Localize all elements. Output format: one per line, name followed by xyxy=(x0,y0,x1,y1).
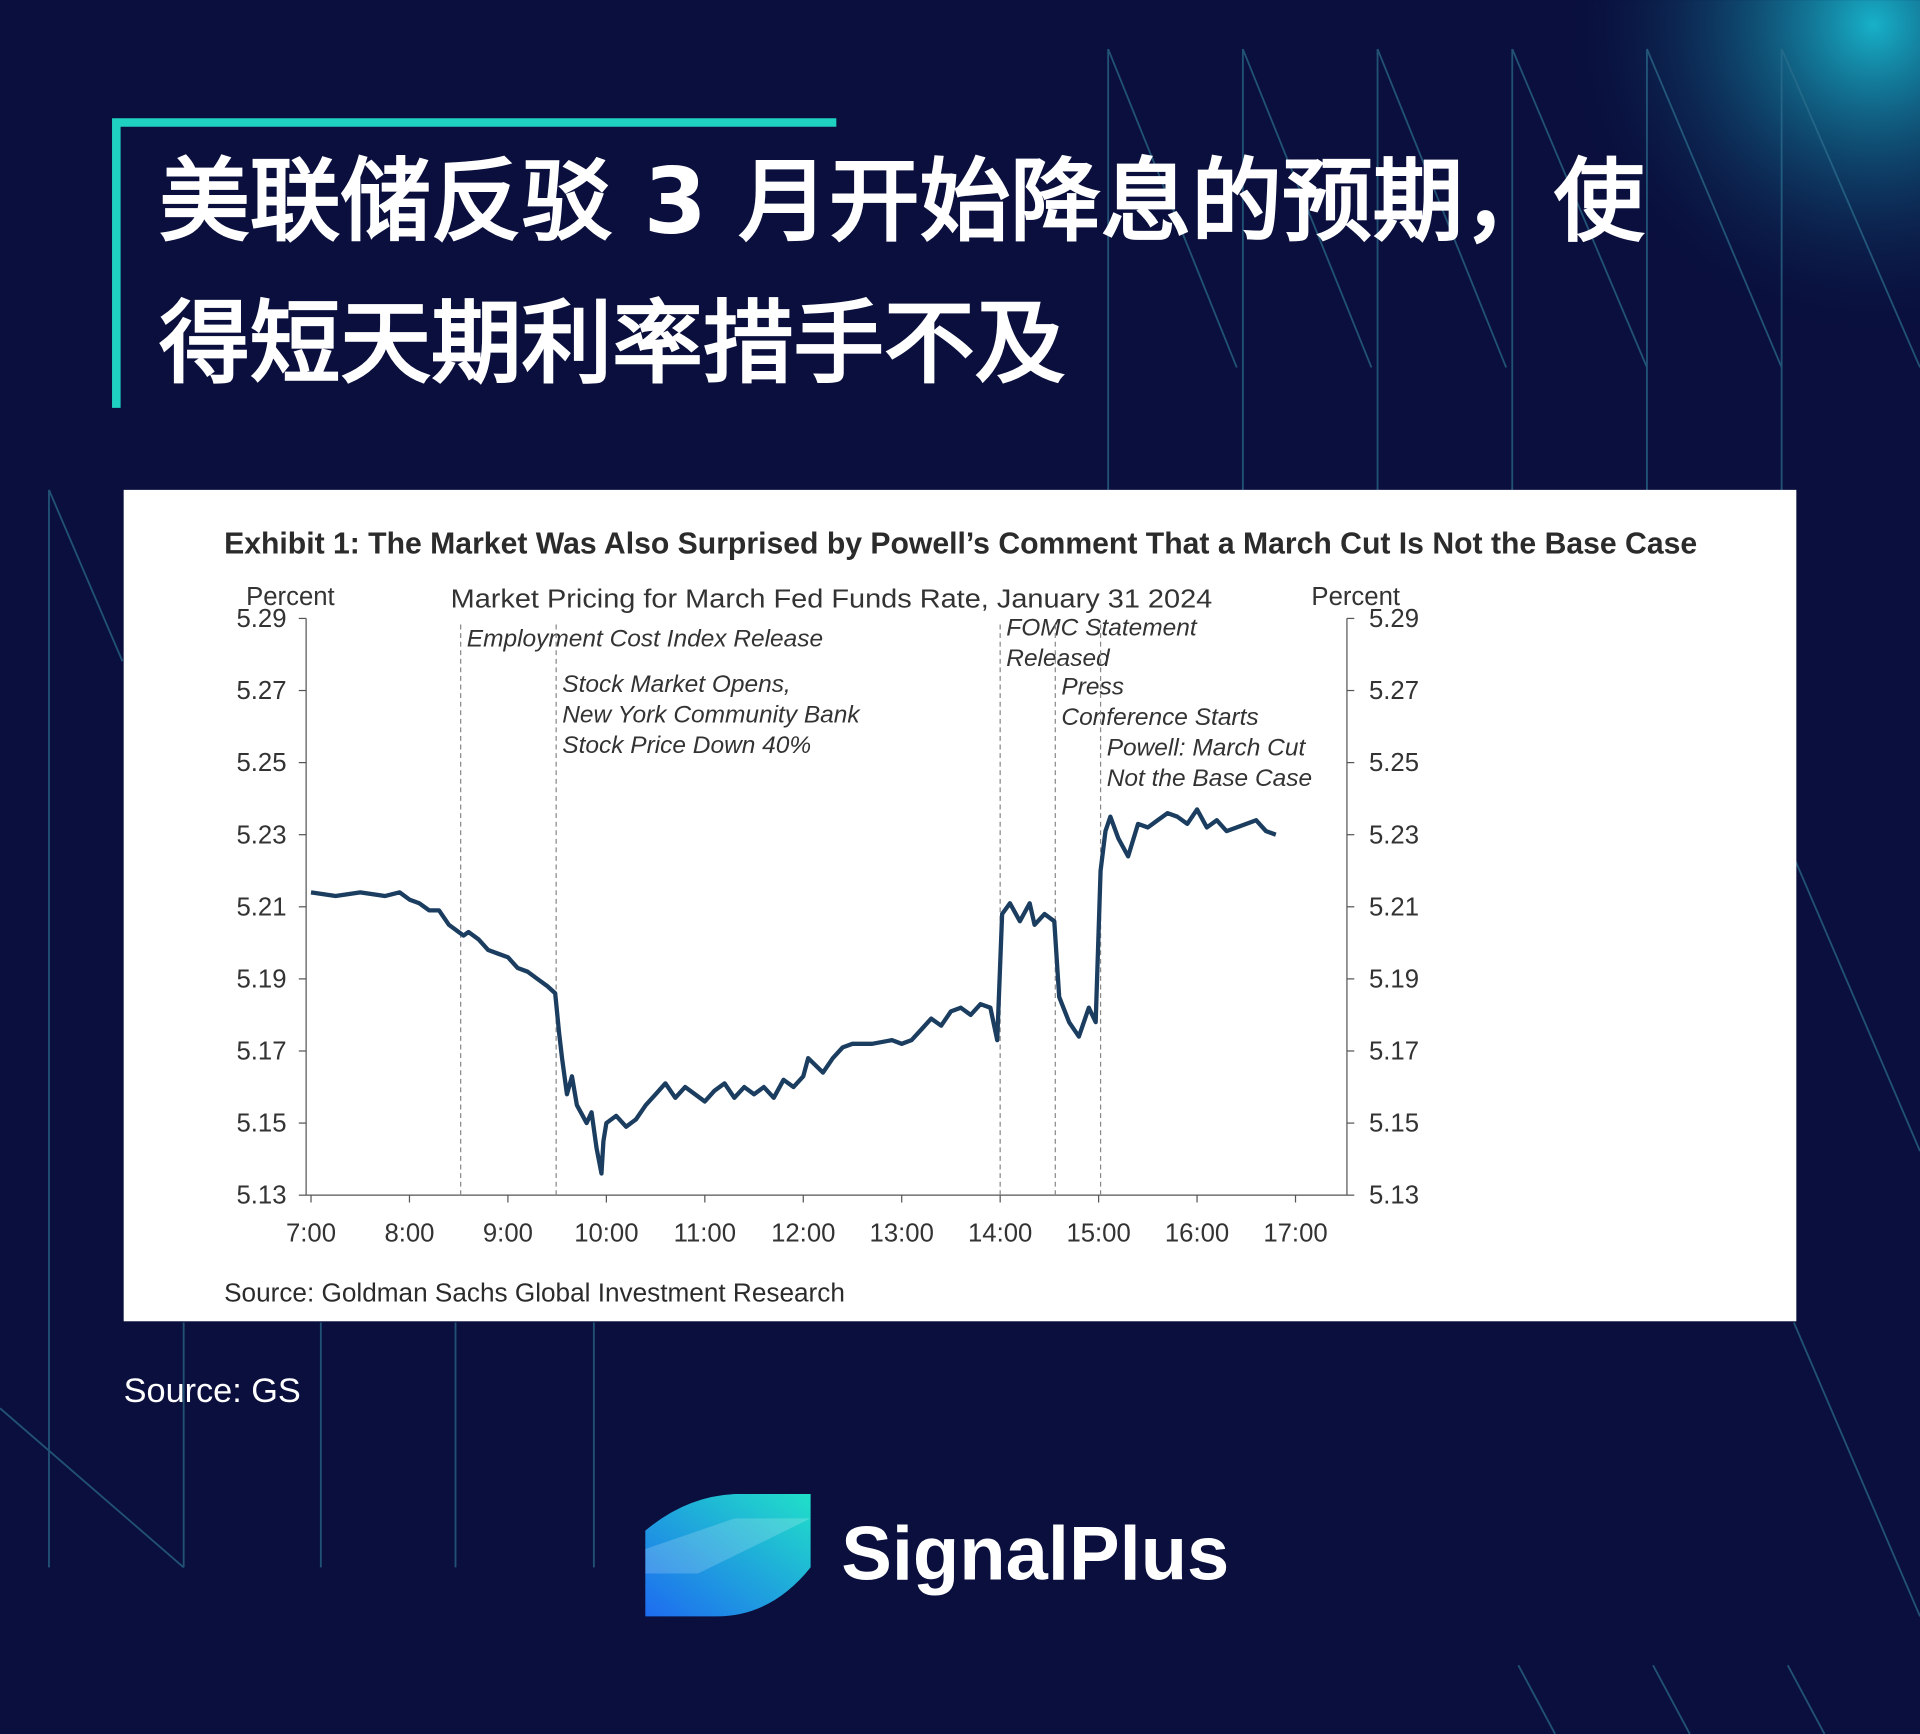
x-tick-label: 10:00 xyxy=(574,1220,638,1248)
x-tick-label: 13:00 xyxy=(870,1220,934,1248)
y2-tick-label: 5.27 xyxy=(1369,677,1419,705)
x-tick-label: 16:00 xyxy=(1165,1220,1229,1248)
y2-tick-label: 5.15 xyxy=(1369,1110,1419,1138)
event-annotation-line: Employment Cost Index Release xyxy=(467,626,823,653)
x-tick-label: 9:00 xyxy=(483,1220,533,1248)
title-line: 得短天期利率措手不及 xyxy=(159,292,1065,397)
chart-subtitle: Market Pricing for March Fed Funds Rate,… xyxy=(451,585,1213,613)
event-annotation-line: Powell: March Cut xyxy=(1107,735,1307,762)
y-tick-label: 5.19 xyxy=(236,965,286,993)
event-annotation: Stock Market Opens, New York Community Ba… xyxy=(562,671,861,759)
x-tick-label: 11:00 xyxy=(674,1220,736,1248)
x-tick-label: 17:00 xyxy=(1263,1220,1327,1248)
y-tick-label: 5.21 xyxy=(236,893,286,921)
y-tick-label: 5.13 xyxy=(236,1182,286,1210)
event-annotation-line: Press xyxy=(1061,673,1124,700)
event-annotation-line: Conference Starts xyxy=(1061,704,1258,731)
decor-lines xyxy=(0,48,1920,1734)
brand-name: SignalPlus xyxy=(841,1512,1229,1597)
chart-card xyxy=(123,489,1797,1322)
y-tick-label: 5.15 xyxy=(236,1110,286,1138)
data-line xyxy=(310,807,1277,1176)
y2-axis-label: Percent xyxy=(1311,583,1400,611)
y2-tick-label: 5.17 xyxy=(1369,1038,1419,1066)
x-tick-label: 8:00 xyxy=(384,1220,434,1248)
event-annotation-line: Stock Price Down 40% xyxy=(562,732,811,759)
title-accent xyxy=(112,118,837,408)
event-annotation: FOMC Statement Released xyxy=(1006,615,1198,673)
event-annotation-line: Not the Base Case xyxy=(1107,765,1312,792)
y2-tick-label: 5.29 xyxy=(1369,605,1419,633)
x-tick-label: 15:00 xyxy=(1066,1220,1130,1248)
chart-source: Source: Goldman Sachs Global Investment … xyxy=(224,1280,845,1308)
y-tick-label: 5.17 xyxy=(236,1038,286,1066)
event-annotation-line: Released xyxy=(1006,645,1111,672)
y2-tick-label: 5.21 xyxy=(1369,893,1419,921)
y2-tick-label: 5.23 xyxy=(1369,821,1419,849)
event-annotation: Powell: March Cut Not the Base Case xyxy=(1107,735,1312,793)
x-tick-label: 7:00 xyxy=(286,1220,336,1248)
y2-tick-label: 5.13 xyxy=(1369,1182,1419,1210)
event-annotation-line: New York Community Bank xyxy=(562,702,861,729)
footer-source: Source: GS xyxy=(124,1372,301,1410)
x-tick-label: 12:00 xyxy=(771,1220,835,1248)
y-tick-label: 5.29 xyxy=(236,605,286,633)
y2-tick-label: 5.25 xyxy=(1369,749,1419,777)
x-tick-label: 14:00 xyxy=(968,1220,1032,1248)
y-axis-label: Percent xyxy=(246,583,335,611)
brand-logo xyxy=(645,1493,811,1617)
event-annotation: Employment Cost Index Release xyxy=(467,626,823,653)
chart-title: Exhibit 1: The Market Was Also Surprised… xyxy=(224,527,1697,561)
y2-tick-label: 5.19 xyxy=(1369,965,1419,993)
event-annotation-line: Stock Market Opens, xyxy=(562,671,790,698)
event-annotation-line: FOMC Statement xyxy=(1006,615,1198,642)
y-tick-label: 5.23 xyxy=(236,821,286,849)
title-line: 美联储反驳 3 月开始降息的预期，使 xyxy=(159,150,1645,255)
event-annotation: Press Conference Starts xyxy=(1061,673,1258,731)
y-tick-label: 5.27 xyxy=(236,677,286,705)
brand-logo-shade xyxy=(645,1518,811,1574)
y-tick-label: 5.25 xyxy=(236,749,286,777)
